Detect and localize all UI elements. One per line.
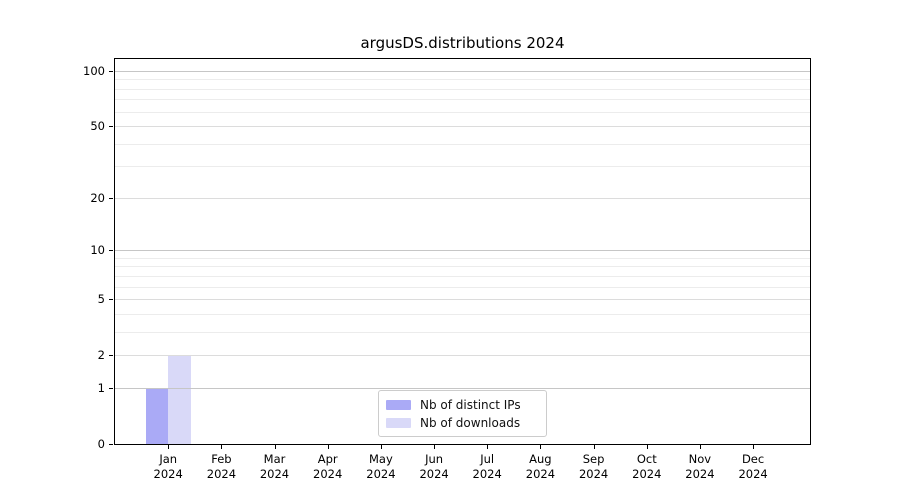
legend: Nb of distinct IPs Nb of downloads (378, 390, 547, 437)
legend-item-downloads: Nb of downloads (386, 416, 539, 430)
y-tick-label: 0 (97, 437, 105, 451)
y-tick-label: 10 (90, 243, 105, 258)
x-tick-label: Mar 2024 (259, 452, 290, 481)
x-tick-label: Feb 2024 (206, 452, 237, 481)
gridline-decade (115, 70, 810, 72)
legend-item-distinct-ips: Nb of distinct IPs (386, 398, 539, 412)
x-tick-label: Jun 2024 (419, 452, 449, 481)
y-tick-label: 5 (97, 292, 105, 307)
x-tick (168, 445, 170, 449)
legend-label-downloads: Nb of downloads (420, 415, 521, 430)
gridline-minor (115, 331, 810, 333)
y-tick (109, 299, 113, 301)
x-tick (593, 445, 595, 449)
gridline-major (115, 197, 810, 199)
x-tick-label: Apr 2024 (313, 452, 343, 481)
gridline-minor (115, 143, 810, 145)
x-tick (540, 445, 542, 449)
x-tick (699, 445, 701, 449)
x-tick (327, 445, 329, 449)
y-tick-label: 50 (90, 119, 105, 134)
x-tick-label: Jan 2024 (153, 452, 183, 481)
gridline-minor (115, 313, 810, 315)
gridline-minor (115, 99, 810, 101)
x-tick (221, 445, 223, 449)
legend-swatch-downloads (386, 417, 411, 428)
gridline-minor (115, 111, 810, 113)
x-tick (380, 445, 382, 449)
gridline-minor (115, 88, 810, 90)
gridline-minor (115, 257, 810, 259)
x-tick-label: Dec 2024 (738, 452, 768, 481)
y-tick (109, 388, 113, 389)
gridline-minor (115, 275, 810, 277)
y-tick (109, 355, 113, 357)
chart-title: argusDS.distributions 2024 (360, 34, 565, 52)
gridlines-layer (115, 59, 810, 444)
legend-swatch-distinct-ips (386, 399, 411, 410)
y-tick (109, 70, 113, 72)
y-tick-label: 2 (97, 348, 105, 363)
x-tick-label: Sep 2024 (578, 452, 609, 481)
bar-distinct-ips (145, 388, 169, 444)
y-tick (109, 250, 113, 252)
y-tick (109, 444, 113, 445)
x-tick-label: Aug 2024 (525, 452, 556, 481)
x-tick-label: Jul 2024 (472, 452, 502, 481)
y-tick-label: 20 (90, 190, 105, 205)
gridline-decade (115, 250, 810, 252)
x-tick-label: Oct 2024 (632, 452, 662, 481)
y-tick-label: 100 (83, 63, 105, 78)
legend-label-distinct-ips: Nb of distinct IPs (420, 397, 521, 412)
plot-area: Nb of distinct IPs Nb of downloads (114, 58, 811, 445)
gridline-decade (115, 388, 810, 389)
x-tick-label: Nov 2024 (685, 452, 715, 481)
x-tick-label: May 2024 (366, 452, 396, 481)
y-tick-label: 1 (97, 381, 105, 395)
gridline-minor (115, 266, 810, 268)
x-tick (753, 445, 755, 449)
bar-downloads (168, 355, 191, 444)
x-tick (434, 445, 436, 449)
gridline-major (115, 126, 810, 128)
x-tick (646, 445, 648, 449)
y-tick (109, 197, 113, 199)
gridline-minor (115, 286, 810, 288)
y-tick (109, 126, 113, 128)
gridline-minor (115, 79, 810, 81)
x-tick (487, 445, 489, 449)
gridline-minor (115, 166, 810, 168)
gridline-major (115, 355, 810, 357)
x-tick (274, 445, 276, 449)
gridline-major (115, 299, 810, 301)
bars-layer (115, 59, 810, 444)
